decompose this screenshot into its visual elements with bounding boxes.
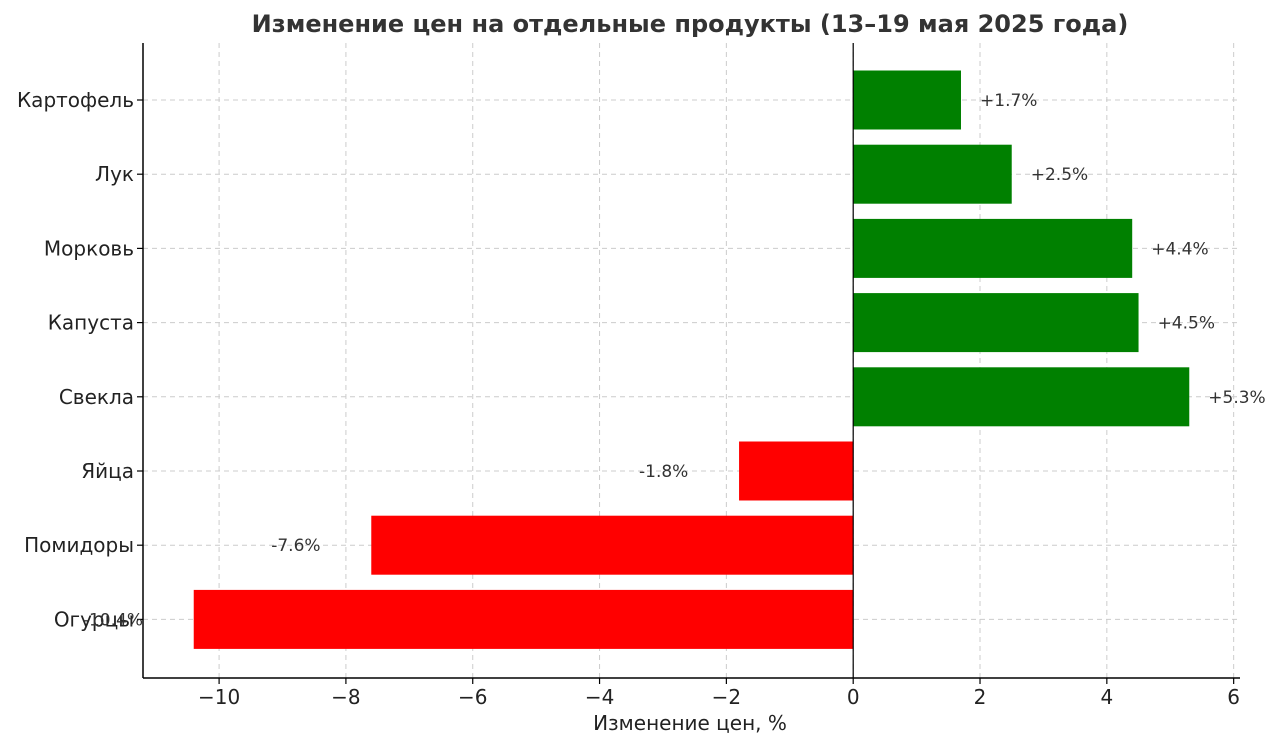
x-tick-label: 6 xyxy=(1227,685,1240,709)
x-tick-label: 4 xyxy=(1100,685,1113,709)
category-label: Лук xyxy=(95,162,134,186)
bar-4 xyxy=(853,367,1190,427)
value-label: +1.7% xyxy=(980,91,1037,111)
value-label: -7.6% xyxy=(271,536,320,556)
bar-6 xyxy=(371,515,854,575)
x-tick-label: −6 xyxy=(458,685,487,709)
bar-5 xyxy=(739,441,854,501)
category-label: Свекла xyxy=(59,385,134,409)
axes xyxy=(137,43,1240,684)
value-label: -1.8% xyxy=(639,462,688,482)
category-label: Морковь xyxy=(44,236,134,260)
category-label: Капуста xyxy=(48,311,134,335)
grid xyxy=(143,43,1240,678)
value-label: +4.5% xyxy=(1158,314,1215,334)
bar-0 xyxy=(853,70,961,130)
bars xyxy=(193,70,1190,649)
category-label: Помидоры xyxy=(24,533,134,557)
bar-7 xyxy=(193,589,854,649)
x-tick-label: −8 xyxy=(331,685,360,709)
chart-title: Изменение цен на отдельные продукты (13–… xyxy=(252,10,1129,38)
x-tick-label: −4 xyxy=(585,685,614,709)
x-tick-label: 0 xyxy=(847,685,860,709)
value-label: +4.4% xyxy=(1151,239,1208,259)
x-tick-label: −2 xyxy=(712,685,741,709)
bar-1 xyxy=(853,144,1012,204)
category-label: Картофель xyxy=(17,88,134,112)
labels: −10 −8 −6 −4 −2 0 2 4 6 Картофель Лук Морковь Капуст… xyxy=(17,88,1266,709)
value-label: +2.5% xyxy=(1031,165,1088,185)
value-label: +5.3% xyxy=(1208,388,1265,408)
category-label: Огурцы xyxy=(54,607,134,631)
category-label: Яйца xyxy=(81,459,134,483)
bar-3 xyxy=(853,293,1139,353)
x-tick-label: 2 xyxy=(974,685,987,709)
x-tick-label: −10 xyxy=(198,685,240,709)
x-axis-label: Изменение цен, % xyxy=(593,711,787,735)
bar-2 xyxy=(853,218,1133,278)
value-label: -10.4% xyxy=(83,610,143,630)
